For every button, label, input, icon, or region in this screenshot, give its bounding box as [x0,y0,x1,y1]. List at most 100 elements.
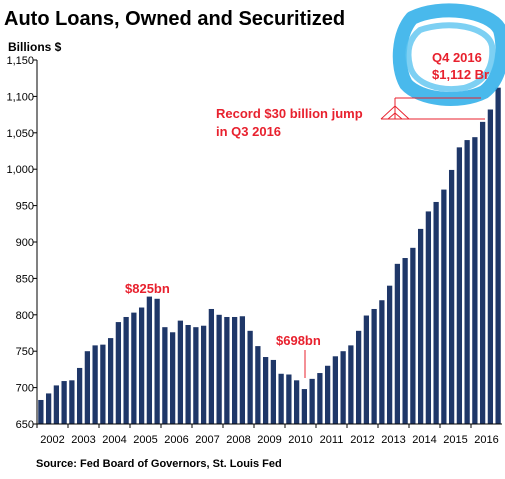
x-tick-label: 2015 [443,434,467,446]
bar [107,338,114,424]
x-tick-label: 2011 [320,434,344,446]
y-tick-label: 950 [16,201,34,213]
bar [371,308,377,424]
bar [309,378,315,424]
bar [448,169,455,424]
bar [425,211,432,424]
jump-label-line2: in Q3 2016 [216,124,281,139]
bar [394,263,401,424]
y-tick-label: 700 [16,383,34,395]
x-tick-label: 2002 [40,434,64,446]
bar [193,327,199,424]
bar [216,314,222,424]
bar [131,312,137,424]
bar [100,344,106,424]
x-tick-label: 2016 [474,434,498,446]
bar [464,140,470,424]
bar [301,389,308,424]
x-tick-label: 2003 [71,434,95,446]
bar [479,121,486,424]
bar [262,357,269,424]
bar [45,393,52,424]
bar [340,351,346,424]
trough-label: $698bn [276,333,321,348]
y-tick-label: 1,050 [6,128,34,140]
bar [247,330,253,424]
bar [185,324,191,424]
y-tick-label: 1,150 [6,55,34,67]
bar [286,374,292,424]
bars [38,87,501,425]
x-tick-label: 2013 [381,434,405,446]
bar [138,307,145,424]
bar [363,315,370,424]
scribble-highlight [392,3,505,106]
y-tick-label: 650 [16,419,34,431]
bar [355,330,362,424]
bar [386,285,393,424]
bar [270,359,277,424]
latest-value-label-line2: $1,112 Br [432,67,489,82]
x-tick-label: 2005 [133,434,157,446]
bar [472,137,478,424]
bar [76,367,83,424]
bar [433,201,439,424]
bar [231,316,238,424]
bar [487,109,494,424]
bar [69,380,75,424]
jump-label-line1: Record $30 billion jump [216,106,363,121]
y-axis: 650 700 750 800 850 900 950 1,000 1,050 1,100 1,15… [6,55,37,431]
y-tick-label: 850 [16,273,34,285]
bar [177,320,184,424]
bar [402,258,408,424]
x-tick-label: 2009 [257,434,281,446]
x-tick-label: 2006 [164,434,188,446]
x-tick-label: 2008 [226,434,250,446]
y-tick-label: 1,000 [6,164,34,176]
bar [123,316,129,424]
bar [317,373,323,424]
bar [162,327,168,424]
bar [410,247,416,424]
bar [324,365,331,424]
x-axis: 2002 2003 2004 2005 2006 2007 2008 2009 2010 2011… [36,424,499,446]
x-tick-label: 2012 [350,434,374,446]
bar [154,298,160,424]
latest-value-label-line1: Q4 2016 [432,50,482,65]
bar [495,87,501,424]
bar [417,228,424,424]
bar [115,322,122,424]
bar [169,332,176,424]
bar [200,325,207,424]
bar [53,385,60,424]
y-tick-label: 750 [16,346,34,358]
bar [332,356,339,424]
x-tick-label: 2010 [288,434,312,446]
y-tick-label: 1,100 [6,91,34,103]
bar [456,147,463,425]
bar [146,296,153,424]
x-tick-label: 2004 [102,434,126,446]
jump-marker [380,97,485,120]
y-tick-label: 800 [16,310,34,322]
bar [84,351,91,424]
bar [278,373,284,424]
peak-label: $825bn [125,281,170,296]
bar [441,189,447,424]
chart-title: Auto Loans, Owned and Securitized [4,8,345,30]
y-axis-unit: Billions $ [8,40,62,54]
x-tick-label: 2014 [412,434,436,446]
source-note: Source: Fed Board of Governors, St. Loui… [36,458,282,470]
bar [208,308,215,424]
bar [224,316,230,424]
bar [239,316,246,424]
scribble-highlight-inner [405,22,496,92]
bar [293,380,300,424]
bar [348,345,354,424]
y-tick-label: 900 [16,237,34,249]
bar [38,399,44,424]
bar [61,381,67,424]
bar [92,345,98,424]
bar [379,300,385,424]
